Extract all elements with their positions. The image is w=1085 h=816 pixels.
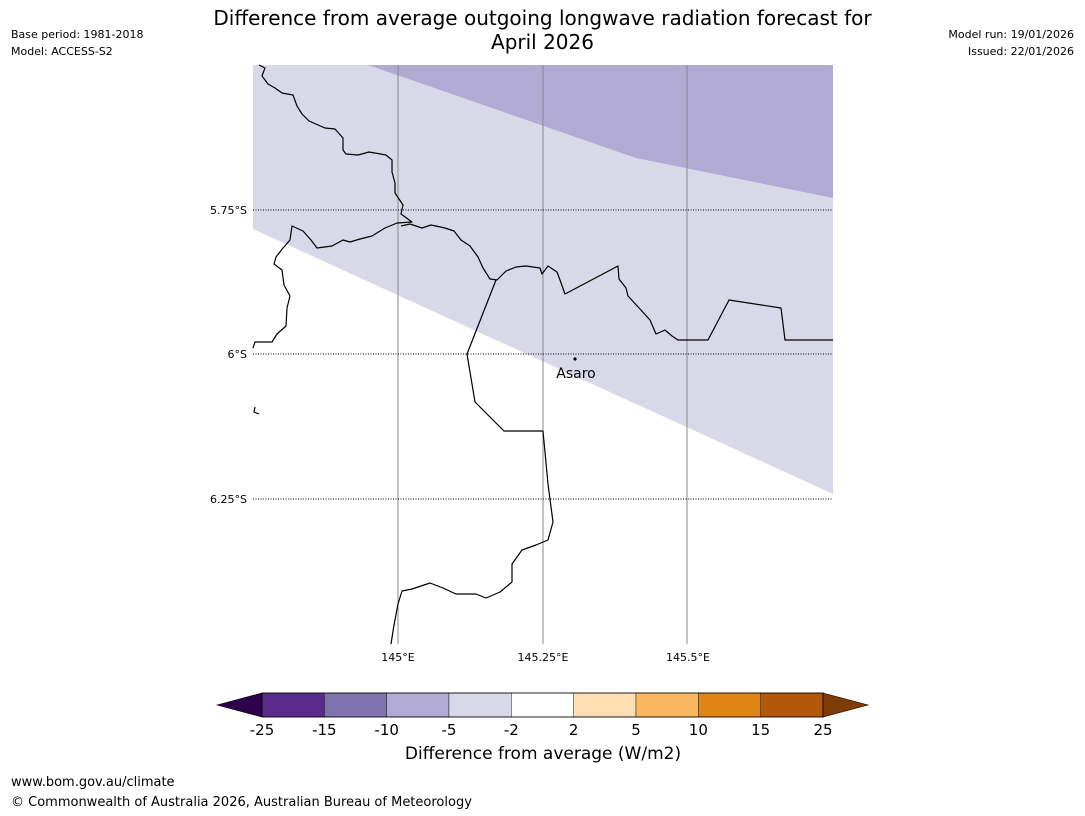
- meta-left: Base period: 1981-2018 Model: ACCESS-S2: [11, 26, 143, 60]
- colorbar-box: [635, 692, 699, 718]
- lon-label: 145°E: [381, 651, 414, 664]
- southern-border: [390, 279, 554, 645]
- colorbar-tick-label: -25: [250, 721, 275, 739]
- colorbar-tick-label: 2: [569, 721, 579, 739]
- colorbar-over-arrow: [822, 692, 870, 718]
- colorbar-boxes: [261, 692, 824, 718]
- map-area: Asaro: [252, 64, 833, 645]
- colorbar-box: [760, 692, 824, 718]
- colorbar-under-arrow: [215, 692, 263, 718]
- footer-url[interactable]: www.bom.gov.au/climate: [11, 775, 175, 790]
- colorbar-tick-label: 15: [751, 721, 770, 739]
- title-line-2: April 2026: [491, 30, 594, 54]
- lat-label: 6°S: [228, 348, 247, 361]
- model-run-text: Model run: 19/01/2026: [948, 28, 1074, 41]
- chart-title: Difference from average outgoing longwav…: [150, 6, 935, 54]
- lat-label: 5.75°S: [210, 204, 247, 217]
- place-marker-asaro: Asaro: [556, 357, 596, 382]
- colorbar-label: Difference from average (W/m2): [404, 744, 682, 764]
- colorbar-tick-labels: -25 -15 -10 -5 -2 2 5 10 15 25: [250, 721, 833, 739]
- place-dot: [573, 357, 577, 361]
- colorbar-box: [698, 692, 761, 718]
- colorbar: -25 -15 -10 -5 -2 2 5 10 15 25: [215, 692, 870, 739]
- colorbar-tick-label: 25: [813, 721, 832, 739]
- base-period-text: Base period: 1981-2018: [11, 28, 144, 41]
- colorbar-box: [511, 692, 574, 718]
- colorbar-tick-label: -10: [374, 721, 399, 739]
- colorbar-tick-label: 5: [631, 721, 641, 739]
- colorbar-box: [261, 692, 325, 718]
- place-label: Asaro: [556, 366, 595, 382]
- model-text: Model: ACCESS-S2: [11, 45, 113, 58]
- colorbar-tick-label: 10: [689, 721, 708, 739]
- central-border: [400, 223, 833, 341]
- lat-label: 6.25°S: [210, 493, 247, 506]
- northern-border: [252, 64, 413, 349]
- longitude-labels: 145°E 145.25°E 145.5°E: [381, 651, 710, 664]
- meta-right: Model run: 19/01/2026 Issued: 22/01/2026: [948, 26, 1074, 60]
- province-borders: [252, 64, 833, 645]
- west-edge-fragment: [253, 406, 260, 415]
- title-line-1: Difference from average outgoing longwav…: [213, 6, 872, 30]
- footer-copyright: © Commonwealth of Australia 2026, Austra…: [11, 795, 472, 810]
- anomaly-band-minus10-to-minus5: [368, 65, 833, 198]
- colorbar-box: [448, 692, 512, 718]
- issued-text: Issued: 22/01/2026: [967, 45, 1074, 58]
- latitude-gridlines: [253, 209, 833, 500]
- colorbar-box: [573, 692, 637, 718]
- colorbar-tick-label: -5: [442, 721, 457, 739]
- colorbar-outline: [261, 692, 824, 718]
- colorbar-tick-label: -2: [504, 721, 519, 739]
- lon-label: 145.25°E: [518, 651, 569, 664]
- colorbar-box: [386, 692, 450, 718]
- lon-label: 145.5°E: [666, 651, 710, 664]
- colorbar-box: [324, 692, 387, 718]
- colorbar-tick-label: -15: [312, 721, 337, 739]
- latitude-labels: 5.75°S 6°S 6.25°S: [210, 204, 247, 506]
